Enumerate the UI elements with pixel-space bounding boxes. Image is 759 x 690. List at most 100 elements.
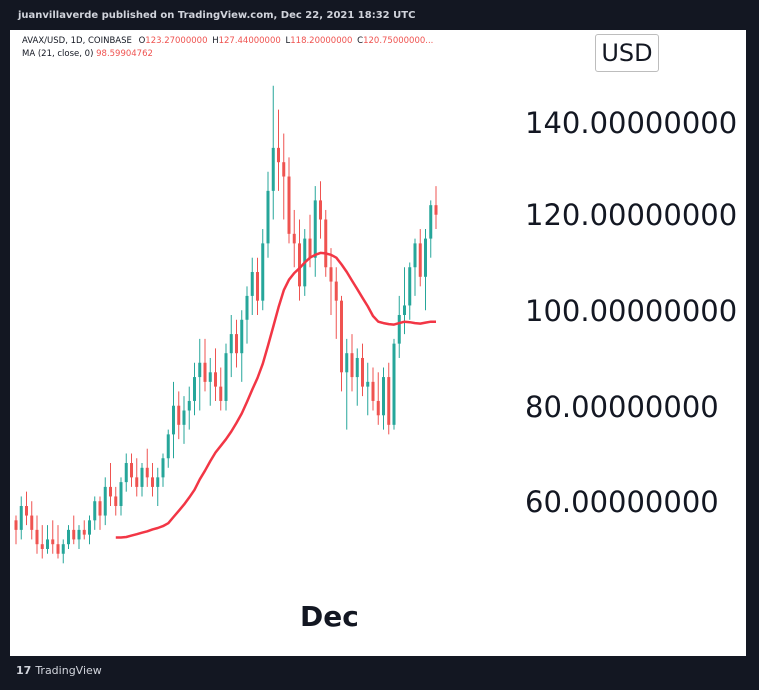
candle-body xyxy=(418,243,422,277)
candle-body xyxy=(156,477,160,487)
candle-body xyxy=(361,357,364,387)
candle-body xyxy=(334,281,338,301)
candle-body xyxy=(350,353,354,378)
candle-body xyxy=(30,515,34,530)
candle-body xyxy=(308,238,312,258)
candle-body xyxy=(329,267,333,282)
candle-body xyxy=(340,300,343,373)
candle-body xyxy=(14,520,18,530)
candle-body xyxy=(277,147,280,163)
candle-body xyxy=(224,353,228,401)
candle-body xyxy=(392,343,396,425)
candle-body xyxy=(235,334,238,354)
candle-body xyxy=(250,272,254,296)
candle-body xyxy=(93,501,97,521)
candle-body xyxy=(103,486,107,516)
candle-body xyxy=(208,372,212,382)
symbol-legend: AVAX/USD, 1D, COINBASE O123.27000000 H12… xyxy=(22,36,433,46)
footer-bar: 17 TradingView xyxy=(0,656,759,690)
candle-body xyxy=(182,410,186,425)
y-tick-label: 120.00000000 xyxy=(525,198,738,232)
ma-legend: MA (21, close, 0) 98.59904762 xyxy=(22,49,153,59)
candle-body xyxy=(151,477,154,487)
candle-body xyxy=(298,243,301,287)
candle-body xyxy=(172,405,175,435)
candle-body xyxy=(282,162,286,177)
candle-body xyxy=(292,233,296,244)
high-value: 127.44000000 xyxy=(218,36,281,46)
tradingview-logo[interactable]: 17 TradingView xyxy=(16,664,102,677)
candle-body xyxy=(72,529,76,540)
chart-panel: AVAX/USD, 1D, COINBASE O123.27000000 H12… xyxy=(10,30,746,656)
candle-body xyxy=(429,205,433,239)
candle-body xyxy=(46,539,49,549)
price-chart[interactable] xyxy=(10,30,746,656)
candle-body xyxy=(366,381,370,387)
candle-body xyxy=(19,506,23,530)
y-tick-label: 100.00000000 xyxy=(525,294,738,328)
candle-body xyxy=(166,434,170,459)
close-value: 120.75000000... xyxy=(363,36,434,46)
ma-value: 98.59904762 xyxy=(96,49,153,59)
open-label: O xyxy=(138,36,146,46)
candle-body xyxy=(98,501,102,516)
currency-label: USD xyxy=(595,34,659,72)
candle-body xyxy=(403,305,406,315)
candle-body xyxy=(240,319,244,354)
candle-body xyxy=(193,377,196,401)
candle-body xyxy=(119,482,123,506)
candle-body xyxy=(61,544,65,554)
candle-body xyxy=(177,405,181,425)
candle-body xyxy=(287,176,291,234)
candle-body xyxy=(130,463,133,478)
candle-body xyxy=(345,353,349,373)
low-value: 118.20000000 xyxy=(290,36,353,46)
top-bar: juanvillaverde published on TradingView.… xyxy=(0,0,759,30)
candle-body xyxy=(140,467,144,487)
candle-body xyxy=(114,496,118,506)
candle-body xyxy=(56,544,60,554)
candle-body xyxy=(67,529,70,545)
candle-body xyxy=(261,243,265,301)
high-label: H xyxy=(212,36,219,46)
candle-body xyxy=(324,219,328,268)
ma-line xyxy=(115,251,436,539)
candle-body xyxy=(219,386,223,401)
y-tick-label: 140.00000000 xyxy=(525,106,738,140)
candle-body xyxy=(145,467,149,478)
candle-body xyxy=(319,200,322,220)
candle-body xyxy=(387,377,391,425)
candle-body xyxy=(82,529,86,535)
candle-body xyxy=(88,520,91,535)
ma-label: MA (21, close, 0) xyxy=(22,49,94,59)
candle-body xyxy=(161,458,165,478)
candle-body xyxy=(124,463,128,483)
close-label: C xyxy=(357,36,364,46)
y-tick-label: 80.00000000 xyxy=(525,390,719,424)
open-value: 123.27000000 xyxy=(145,36,208,46)
candle-body xyxy=(187,400,191,411)
y-tick-label: 60.00000000 xyxy=(525,485,719,519)
published-info: juanvillaverde published on TradingView.… xyxy=(18,10,416,21)
candle-body xyxy=(51,539,55,545)
candle-body xyxy=(408,267,412,306)
low-label: L xyxy=(285,36,291,46)
candle-body xyxy=(397,315,401,344)
candle-body xyxy=(434,205,438,215)
candle-body xyxy=(214,372,217,387)
candle-body xyxy=(371,381,375,401)
candle-body xyxy=(313,200,317,258)
tradingview-mark-icon: 17 xyxy=(16,664,32,677)
candle-body xyxy=(25,506,28,516)
x-tick-label: Dec xyxy=(300,600,359,633)
symbol-label: AVAX/USD, 1D, COINBASE xyxy=(22,36,132,46)
candle-body xyxy=(245,295,249,320)
candle-body xyxy=(198,362,202,378)
candle-body xyxy=(203,362,207,382)
candle-body xyxy=(271,147,275,191)
candle-body xyxy=(135,477,139,487)
candle-body xyxy=(355,357,359,378)
candle-body xyxy=(413,243,417,268)
candle-body xyxy=(35,529,39,545)
candle-body xyxy=(266,190,270,244)
